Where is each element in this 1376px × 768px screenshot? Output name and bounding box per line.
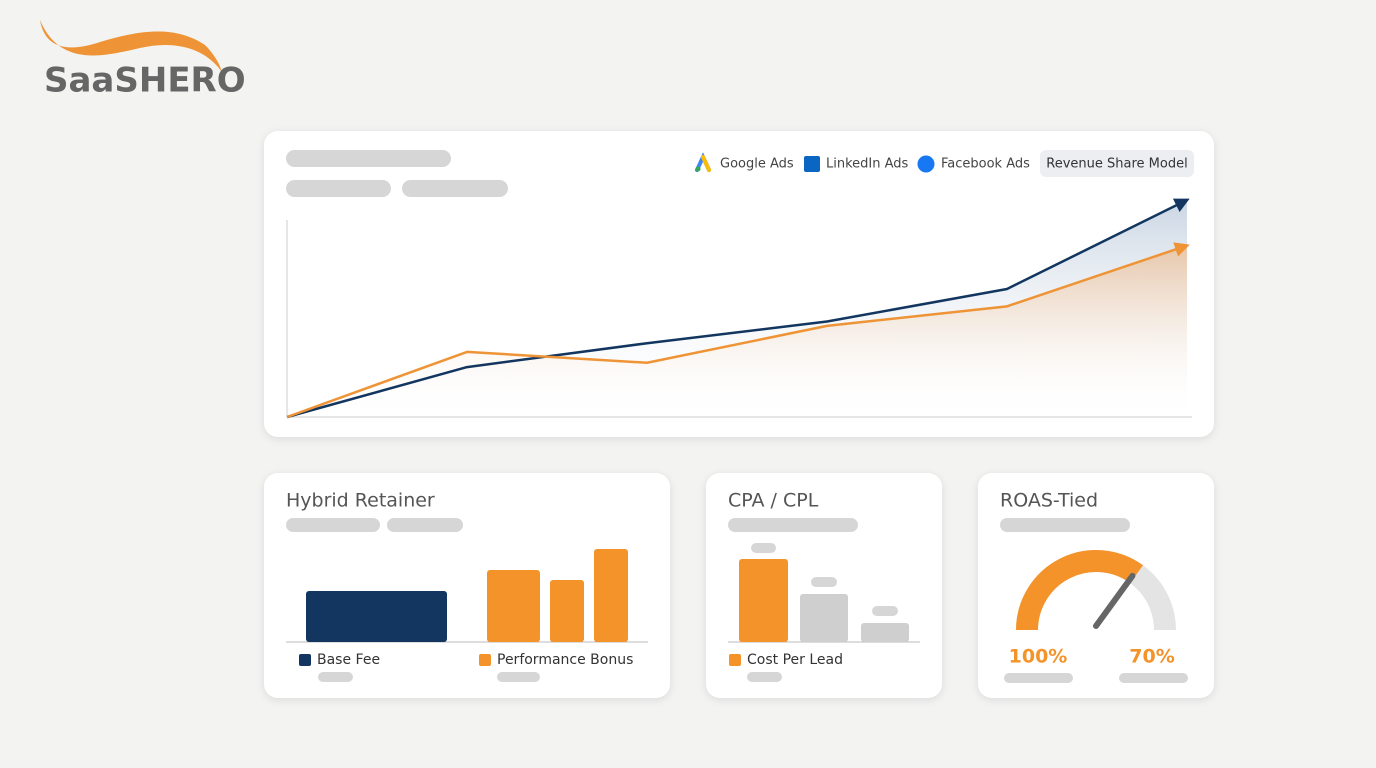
placeholder (728, 518, 858, 532)
channel: Google Ads (720, 157, 794, 172)
line (286, 242, 1190, 419)
gauge-label: 100% (1009, 646, 1068, 668)
placeholder (811, 577, 837, 587)
area (287, 245, 1187, 417)
placeholder (1004, 673, 1073, 683)
placeholder (387, 518, 463, 532)
legend-label: Performance Bonus (497, 652, 633, 668)
placeholder (1000, 518, 1130, 532)
channel: Facebook Ads (941, 157, 1030, 172)
bar (800, 594, 848, 642)
card-title: Hybrid Retainer (286, 490, 435, 512)
bar (861, 623, 909, 642)
gauge-label: 70% (1129, 646, 1174, 668)
placeholder (286, 180, 391, 197)
bar (306, 591, 447, 642)
linkedin-icon (804, 156, 820, 172)
placeholder (318, 672, 353, 682)
logo-swoosh (40, 20, 222, 72)
brand-name: SaaSHERO (44, 61, 246, 101)
card-title: ROAS-Tied (1000, 490, 1098, 512)
legend-swatch (299, 654, 311, 666)
placeholder (872, 606, 898, 616)
legend-label: Base Fee (317, 652, 380, 668)
legend-swatch (479, 654, 491, 666)
legend-label: Cost Per Lead (747, 652, 843, 668)
placeholder (751, 543, 776, 553)
placeholder (1119, 673, 1188, 683)
placeholder (497, 672, 540, 682)
placeholder (747, 672, 782, 682)
placeholder (402, 180, 508, 197)
badge[interactable] (1040, 150, 1194, 177)
facebook-icon (917, 155, 935, 173)
line (286, 198, 1190, 419)
placeholder (286, 150, 451, 167)
google-icon (695, 152, 711, 172)
bar (487, 570, 540, 642)
bar (550, 580, 584, 642)
gauge-fill (1016, 550, 1144, 631)
legend-swatch (729, 654, 741, 666)
card-title: CPA / CPL (728, 490, 819, 512)
bar (739, 559, 788, 642)
gauge-needle (1093, 572, 1136, 629)
channel: LinkedIn Ads (826, 157, 909, 172)
badge-label[interactable]: Revenue Share Model (1046, 157, 1187, 172)
bar (594, 549, 628, 642)
placeholder (286, 518, 380, 532)
